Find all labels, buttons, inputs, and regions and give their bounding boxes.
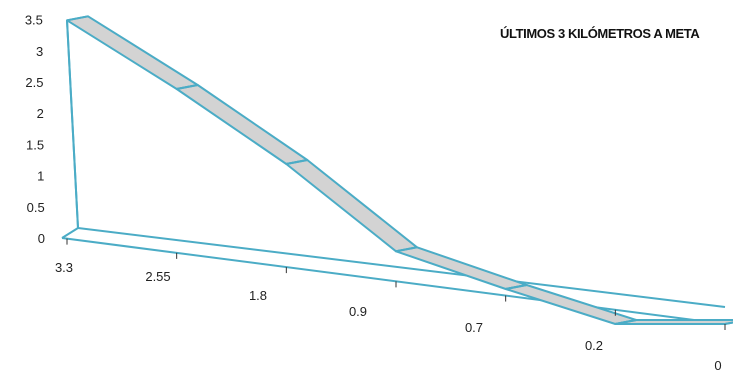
x-tick-label: 0 bbox=[714, 358, 721, 373]
ribbon-left-drop bbox=[66, 20, 79, 229]
y-tick-label: 3.5 bbox=[25, 13, 43, 28]
x-tick-label: 0.2 bbox=[585, 338, 603, 353]
y-tick-label: 0 bbox=[38, 231, 45, 246]
x-tick-label: 1.8 bbox=[249, 288, 267, 303]
ribbon-segment-2 bbox=[175, 84, 309, 165]
floor-left-edge bbox=[61, 227, 79, 239]
ribbon-series bbox=[66, 15, 733, 325]
x-tick-label: 0.7 bbox=[465, 320, 483, 335]
x-axis: 3.3 2.55 1.8 0.9 0.7 0.2 0 bbox=[55, 238, 726, 373]
y-tick-label: 1 bbox=[37, 169, 44, 184]
ribbon-segment-3 bbox=[285, 159, 418, 253]
data-point-0 bbox=[724, 321, 733, 325]
y-tick-label: 0.5 bbox=[27, 200, 45, 215]
data-point-0.7 bbox=[505, 284, 527, 290]
x-tick-label: 0.9 bbox=[349, 304, 367, 319]
ribbon-segment-1 bbox=[66, 15, 199, 90]
data-point-3.3 bbox=[66, 15, 89, 22]
x-tick-label: 2.55 bbox=[145, 269, 170, 284]
y-tick-label: 2.5 bbox=[25, 75, 43, 90]
y-tick-label: 3 bbox=[36, 44, 43, 59]
data-point-2.55 bbox=[176, 84, 198, 91]
floor-back-edge bbox=[77, 227, 726, 308]
y-tick-label: 2 bbox=[37, 106, 44, 121]
data-point-0.9 bbox=[395, 246, 418, 253]
floor-front-edge bbox=[61, 237, 726, 325]
data-point-1.8 bbox=[286, 158, 308, 165]
y-axis: 0 0.5 1 1.5 2 2.5 3 3.5 bbox=[25, 13, 45, 246]
x-tick-label: 3.3 bbox=[55, 260, 73, 275]
ribbon-segment-4 bbox=[395, 246, 528, 290]
chart-frame bbox=[61, 19, 726, 325]
y-tick-label: 1.5 bbox=[26, 137, 44, 152]
ribbon-segment-5 bbox=[504, 284, 638, 325]
data-point-0.2 bbox=[615, 319, 637, 325]
chart-title: ÚLTIMOS 3 KILÓMETROS A META bbox=[500, 26, 700, 41]
